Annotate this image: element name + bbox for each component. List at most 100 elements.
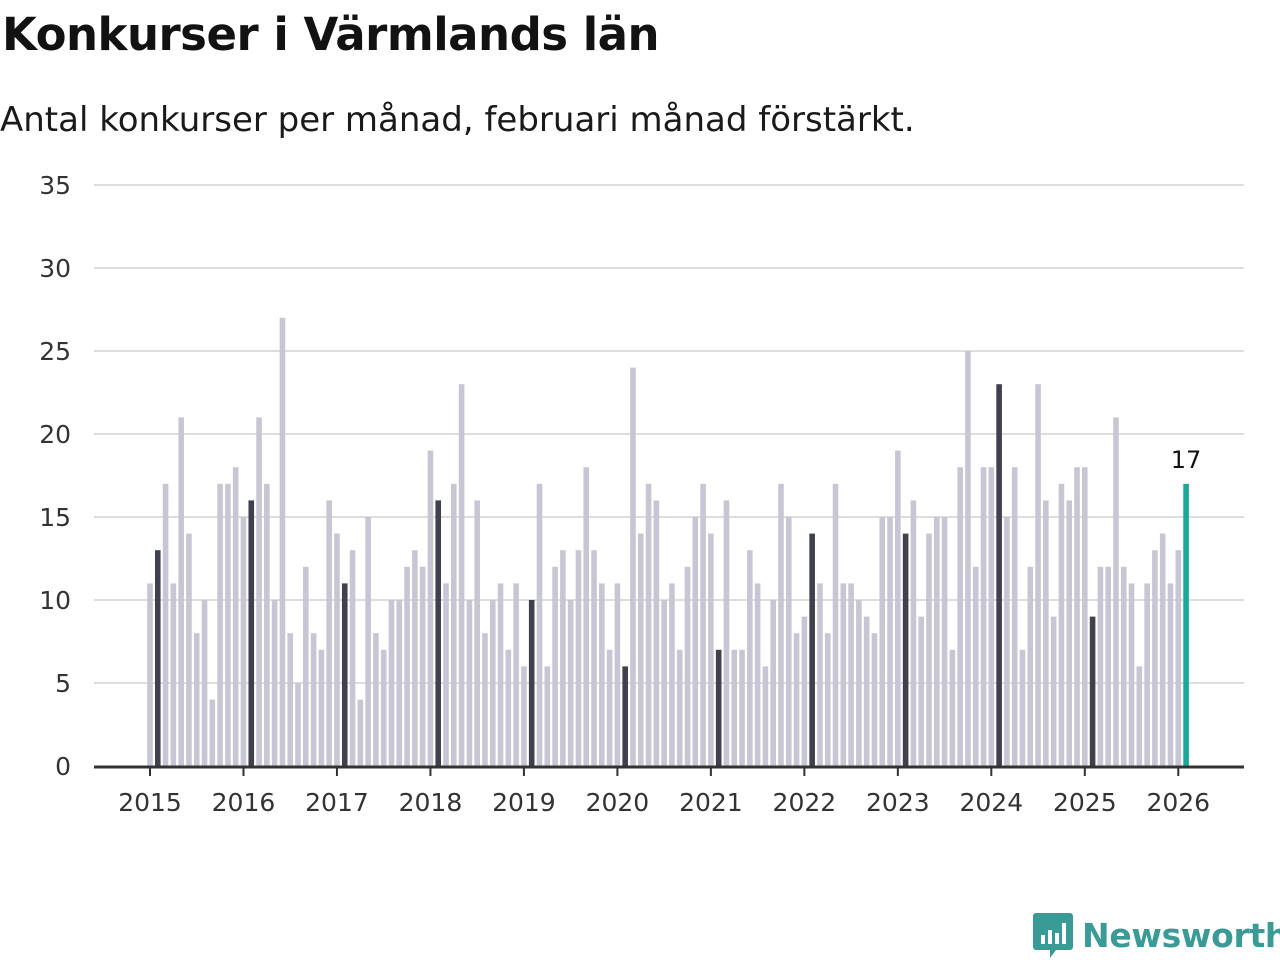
- bar: [832, 483, 839, 766]
- bar-february: [715, 649, 722, 766]
- bar: [513, 583, 519, 766]
- bar: [357, 699, 364, 766]
- bar: [326, 500, 332, 766]
- bar: [256, 417, 262, 766]
- bar: [451, 483, 457, 766]
- bar: [637, 533, 644, 766]
- x-tick-label: 2025: [1053, 788, 1117, 817]
- bar: [965, 351, 971, 766]
- bar: [1144, 583, 1150, 766]
- bar: [201, 600, 208, 766]
- bars: [147, 317, 1189, 766]
- bar: [887, 517, 893, 766]
- bar-february: [809, 533, 815, 766]
- bar: [669, 583, 675, 766]
- bar: [318, 649, 325, 766]
- bar: [754, 583, 761, 766]
- bar: [957, 467, 963, 766]
- bar-february: [341, 583, 348, 766]
- bar: [1027, 566, 1034, 766]
- bar: [723, 500, 730, 766]
- bar: [1043, 500, 1049, 766]
- y-tick-label: 25: [39, 337, 71, 366]
- bar: [708, 533, 714, 766]
- bar-february: [996, 384, 1002, 766]
- bar: [895, 450, 901, 766]
- y-tick-label: 15: [39, 503, 71, 532]
- bar: [217, 483, 223, 766]
- bar: [778, 483, 784, 766]
- bar-february: [1089, 616, 1096, 766]
- bar: [1019, 649, 1026, 766]
- bar-february: [622, 666, 628, 766]
- bar: [310, 633, 317, 766]
- bar: [972, 566, 979, 766]
- bar: [684, 566, 691, 766]
- bar: [840, 583, 847, 766]
- bar: [497, 583, 504, 766]
- bar: [1097, 566, 1104, 766]
- bar: [599, 583, 605, 766]
- bar: [505, 649, 512, 766]
- y-tick-label: 5: [55, 669, 71, 698]
- bar: [427, 450, 434, 766]
- bar: [856, 600, 862, 766]
- bar: [162, 483, 169, 766]
- bar: [1167, 583, 1174, 766]
- bar: [536, 483, 543, 766]
- bar: [193, 633, 200, 766]
- bar: [147, 583, 153, 766]
- bar: [793, 633, 800, 766]
- bar: [700, 483, 706, 766]
- bar: [404, 566, 410, 766]
- bar-february: [248, 500, 255, 766]
- bar: [949, 649, 956, 766]
- brand-logo[interactable]: Newsworthy: [1032, 910, 1280, 960]
- bar: [552, 566, 558, 766]
- bar: [933, 517, 940, 766]
- bar: [583, 467, 590, 766]
- bar: [264, 483, 270, 766]
- bar: [209, 699, 216, 766]
- bar: [606, 649, 613, 766]
- bar: [388, 600, 395, 766]
- bar: [1136, 666, 1143, 766]
- bar: [419, 566, 426, 766]
- y-axis-ticks: 0 5 10 15 20 25 30 35: [39, 171, 71, 781]
- bar: [863, 616, 870, 766]
- y-tick-label: 0: [55, 752, 71, 781]
- bar: [466, 600, 473, 766]
- x-tick-label: 2016: [212, 788, 276, 817]
- bar: [178, 417, 184, 766]
- bar: [482, 633, 488, 766]
- newsworthy-logo-icon: [1033, 913, 1073, 958]
- bar: [474, 500, 480, 766]
- bar: [240, 517, 247, 766]
- bar: [1058, 483, 1065, 766]
- bar: [1159, 533, 1166, 766]
- y-tick-label: 30: [39, 254, 71, 283]
- y-tick-label: 20: [39, 420, 71, 449]
- bar: [739, 649, 745, 766]
- bar: [489, 600, 496, 766]
- x-tick-label: 2017: [305, 788, 369, 817]
- chart-title: Konkurser i Värmlands län: [2, 8, 660, 61]
- y-tick-label: 35: [39, 171, 71, 200]
- bar: [848, 583, 854, 766]
- bar: [1066, 500, 1073, 766]
- bar: [380, 649, 387, 766]
- bar-february: [902, 533, 909, 766]
- bar-february: [528, 600, 535, 766]
- bar: [521, 666, 527, 766]
- x-tick-label: 2026: [1146, 788, 1210, 817]
- bar: [349, 550, 356, 766]
- bar: [560, 550, 566, 766]
- bar: [575, 550, 582, 766]
- bar: [692, 517, 699, 766]
- bar-latest: [1183, 483, 1189, 766]
- x-axis-ticks: 2015 2016 2017 2018 2019 2020 2021 2022 2023 2024…: [118, 767, 1210, 817]
- bar: [1004, 517, 1010, 766]
- bar: [1152, 550, 1158, 766]
- x-tick-label: 2021: [679, 788, 743, 817]
